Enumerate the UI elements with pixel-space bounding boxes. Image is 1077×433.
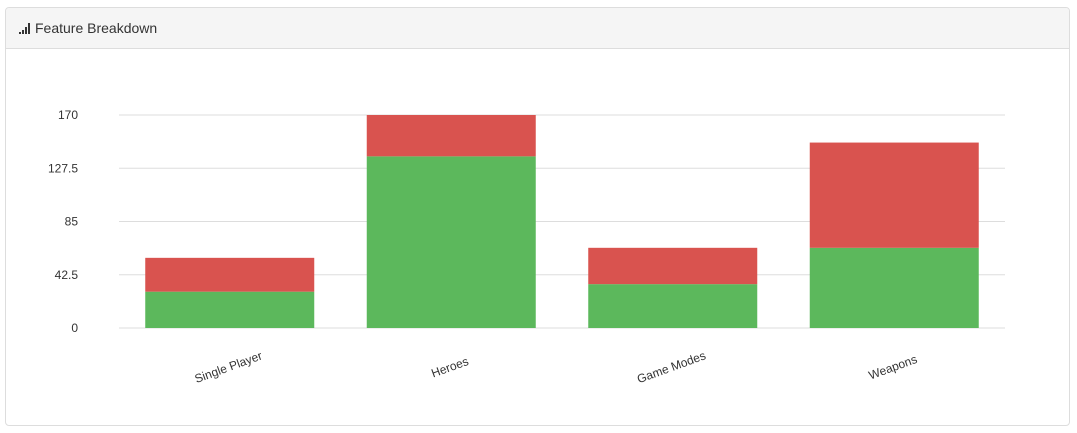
x-tick-label: Heroes bbox=[429, 354, 470, 380]
bar-weapons-series-2 bbox=[809, 142, 979, 248]
x-axis-labels: Single Player Heroes Game Modes Weapons bbox=[193, 348, 919, 386]
feature-breakdown-chart: 0 42.5 85 127.5 170 Single Player Heroes Game … bbox=[48, 108, 1005, 386]
y-tick-label: 170 bbox=[58, 108, 78, 122]
bar-weapons-series-1 bbox=[809, 247, 979, 328]
signal-icon bbox=[19, 22, 31, 34]
y-tick-label: 85 bbox=[65, 215, 79, 229]
panel-title: Feature Breakdown bbox=[35, 20, 158, 36]
x-tick-label: Weapons bbox=[867, 352, 919, 382]
bar-game-modes-series-2 bbox=[588, 247, 758, 285]
feature-breakdown-panel: Feature Breakdown 0 42.5 85 127.5 170 Single… bbox=[5, 7, 1070, 426]
y-tick-label: 127.5 bbox=[48, 161, 78, 175]
bars bbox=[145, 115, 979, 328]
bar-heroes-series-2 bbox=[366, 115, 536, 157]
bar-heroes-series-1 bbox=[366, 156, 536, 328]
bar-single-player-series-1 bbox=[145, 291, 315, 328]
y-tick-label: 42.5 bbox=[55, 268, 79, 282]
y-tick-label: 0 bbox=[71, 321, 78, 335]
x-tick-label: Single Player bbox=[193, 349, 264, 386]
panel-heading: Feature Breakdown bbox=[6, 8, 1069, 49]
y-axis-labels: 0 42.5 85 127.5 170 bbox=[48, 108, 78, 335]
bar-game-modes-series-1 bbox=[588, 284, 758, 328]
panel-body: 0 42.5 85 127.5 170 Single Player Heroes Game … bbox=[6, 49, 1069, 425]
bar-single-player-series-2 bbox=[145, 257, 315, 292]
x-tick-label: Game Modes bbox=[635, 348, 707, 386]
